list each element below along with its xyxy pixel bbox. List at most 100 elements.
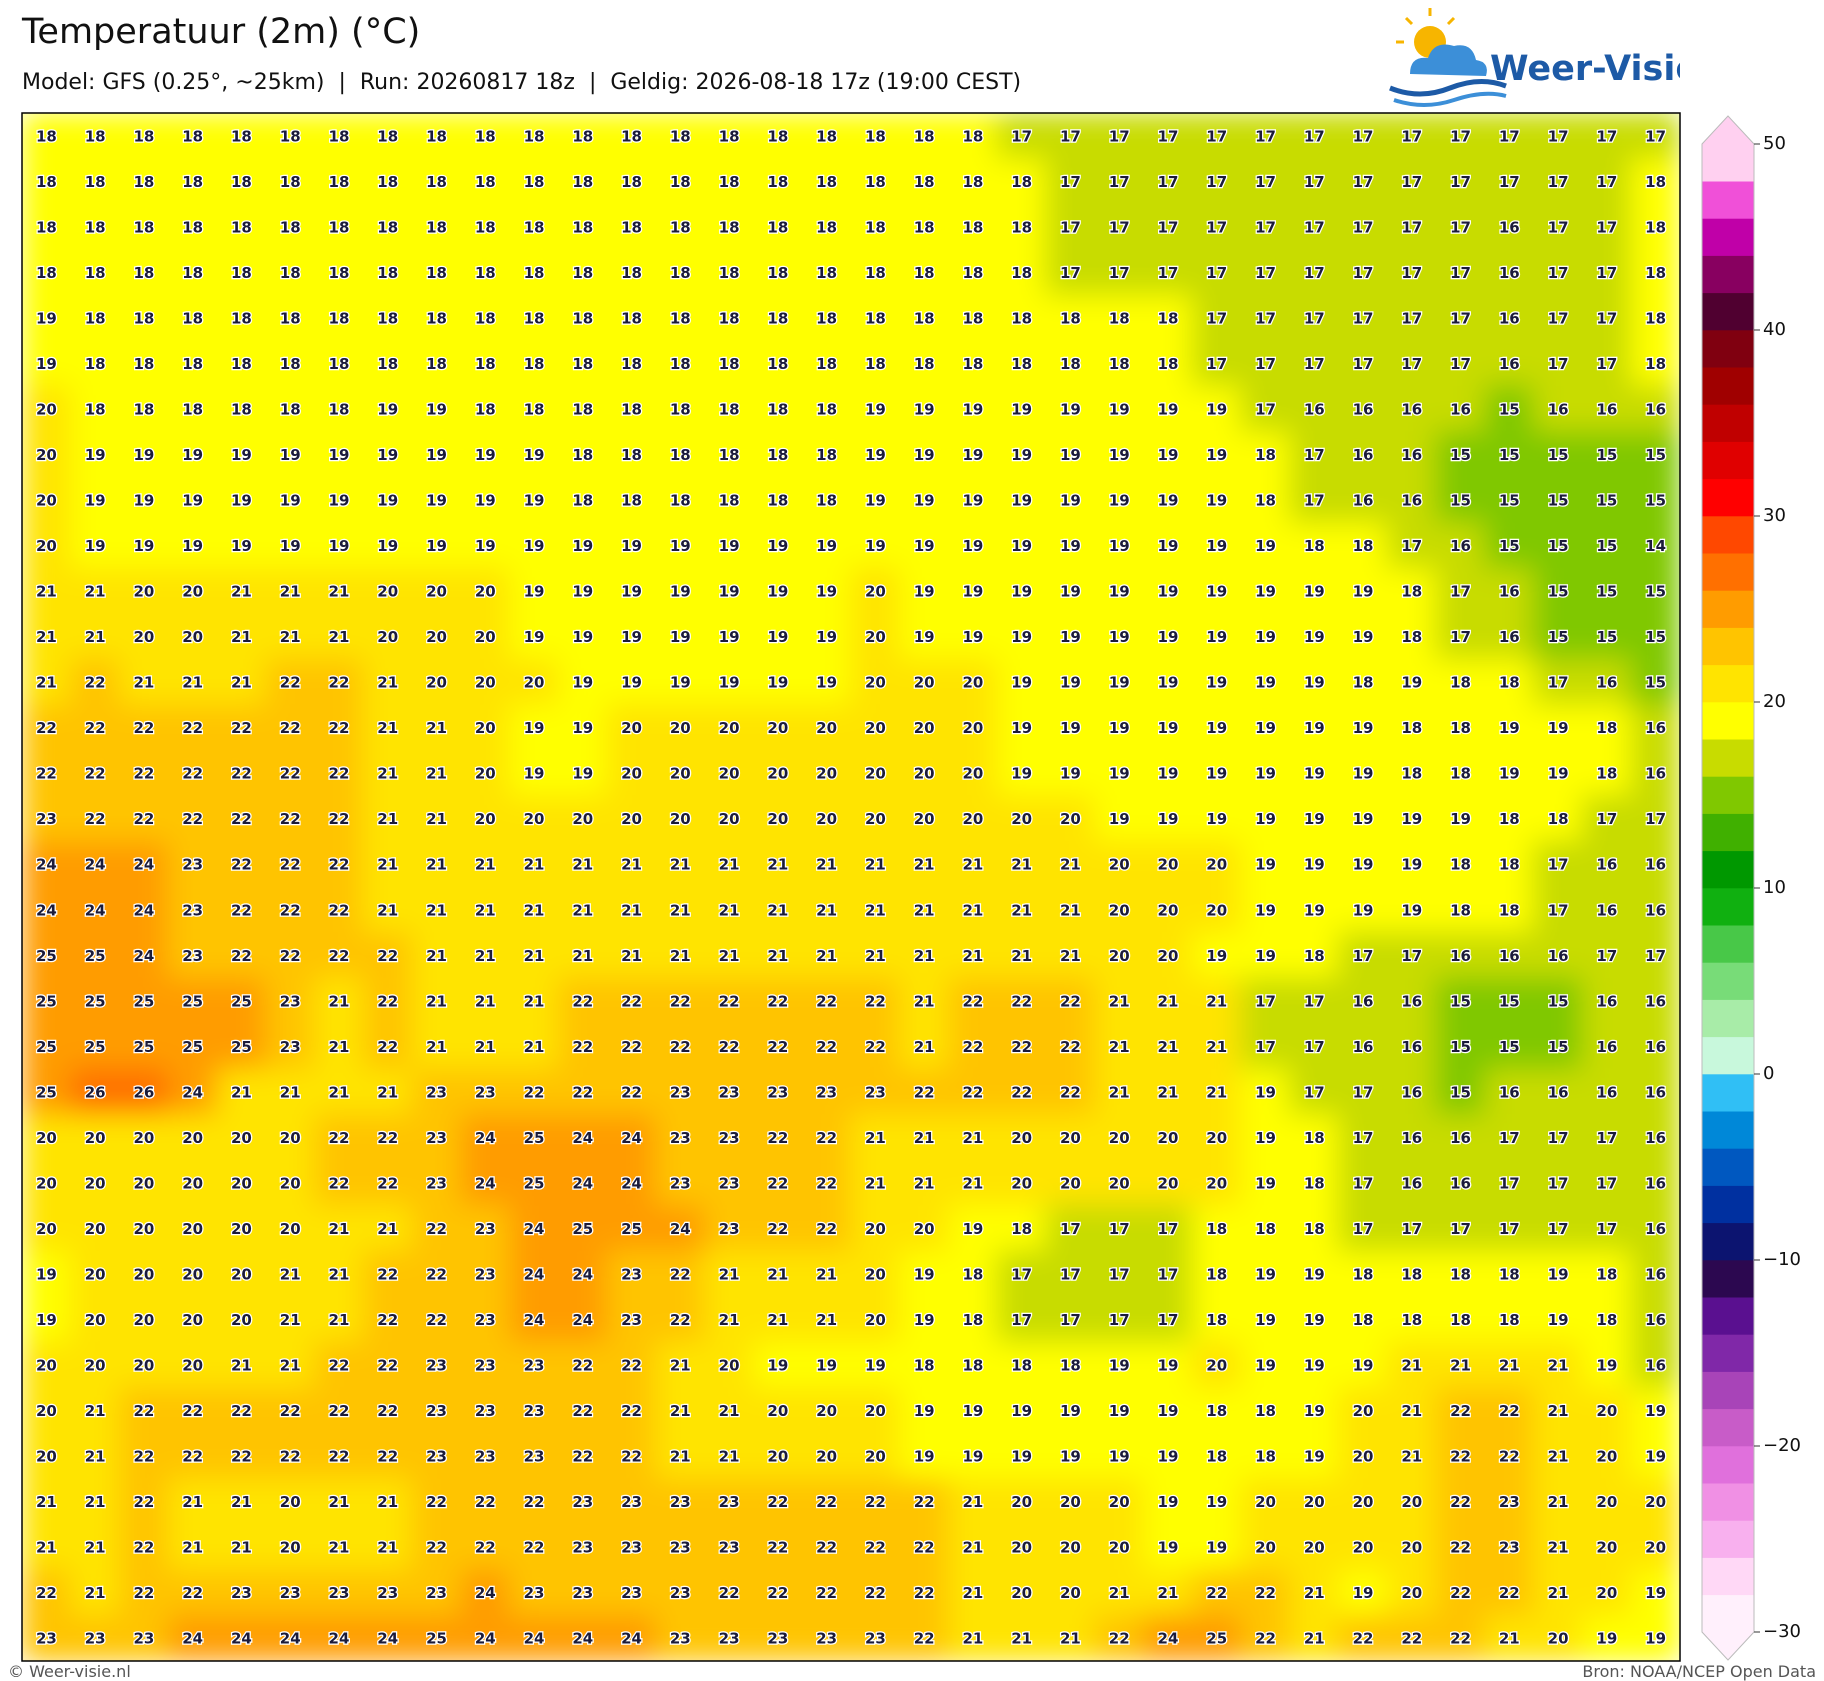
field-cell [509,658,559,706]
cell-value: 19 [1060,628,1081,646]
cell-value: 20 [1109,1539,1130,1557]
cell-value: 15 [1548,492,1569,510]
cell-value: 16 [1401,1174,1422,1192]
field-cell [314,704,364,751]
cell-value: 18 [426,173,447,191]
field-cell [1581,1614,1632,1661]
cell-value: 22 [865,1493,886,1511]
field-cell [1484,1068,1535,1116]
field-cell [1484,1159,1535,1207]
cell-value: 19 [377,492,398,510]
cell-value: 21 [280,1083,301,1101]
field-cell [362,886,413,934]
cell-value: 18 [816,127,837,145]
field-cell [1630,704,1680,751]
cell-value: 18 [231,309,252,327]
cell-value: 23 [475,1311,496,1329]
cell-value: 19 [962,628,983,646]
field-cell [314,294,364,342]
field-cell [1630,977,1680,1025]
cell-value: 24 [36,856,57,874]
cell-value: 22 [329,1129,350,1147]
field-cell [655,1205,706,1252]
cell-value: 22 [85,719,106,737]
field-cell [509,1614,559,1661]
field-cell [460,1205,511,1252]
field-cell [1581,749,1632,797]
field-cell [1240,613,1291,660]
field-cell [801,1341,852,1389]
cell-value: 18 [329,400,350,418]
field-cell [1289,658,1340,706]
field-cell [655,113,706,160]
cell-value: 18 [1304,537,1325,555]
cell-value: 18 [767,355,788,373]
cell-value: 17 [1060,127,1081,145]
field-cell [1094,113,1145,160]
field-cell [1630,476,1680,524]
field-cell [704,249,754,296]
cell-value: 21 [329,1083,350,1101]
field-cell [1581,1296,1632,1343]
field-cell [606,658,657,706]
cell-value: 19 [816,583,837,601]
field-cell [1435,1614,1486,1661]
field-cell [1094,749,1145,797]
field-cell [1338,1341,1388,1389]
cell-value: 21 [816,1266,837,1284]
cell-value: 21 [231,674,252,692]
cell-value: 20 [1109,1493,1130,1511]
field-cell [752,476,803,524]
colorbar-band [1702,1110,1754,1149]
field-cell [1386,567,1437,615]
cell-value: 15 [1596,628,1617,646]
field-cell [704,158,754,205]
field-cell [1045,158,1096,205]
cell-value: 18 [231,355,252,373]
cell-value: 20 [1255,1539,1276,1557]
cell-value: 21 [1158,1083,1179,1101]
field-cell [1143,1114,1193,1161]
cell-value: 18 [1645,218,1666,236]
cell-value: 19 [182,492,203,510]
cell-value: 18 [914,218,935,236]
cell-value: 19 [1304,628,1325,646]
field-cell [1581,158,1632,205]
field-cell [899,886,950,934]
field-cell [801,1159,852,1207]
cell-value: 18 [914,355,935,373]
cell-value: 19 [1158,674,1179,692]
field-cell [1094,977,1145,1025]
field-cell [996,203,1047,251]
field-cell [704,1478,754,1525]
field-cell [752,385,803,433]
cell-value: 22 [816,1038,837,1056]
colorbar-band [1702,1296,1754,1335]
cell-value: 24 [329,1630,350,1648]
field-cell [1533,1023,1583,1070]
field-cell [167,613,218,660]
cell-value: 23 [475,1402,496,1420]
map-frame [21,112,1681,1662]
field-cell [1435,886,1486,934]
cell-value: 16 [1401,446,1422,464]
field-cell [557,158,608,205]
cell-value: 20 [524,674,545,692]
field-cell [22,567,72,615]
cell-value: 20 [231,1311,252,1329]
cell-value: 21 [1450,1357,1471,1375]
field-cell [167,1478,218,1525]
field-cell [557,658,608,706]
cell-value: 22 [85,810,106,828]
field-cell [1338,1614,1388,1661]
cell-value: 17 [1548,901,1569,919]
field-cell [1630,1296,1680,1343]
field-cell [1484,249,1535,296]
field-cell [557,886,608,934]
field-cell [1143,1023,1193,1070]
cell-value: 18 [85,400,106,418]
field-cell [1191,1387,1242,1434]
field-cell [1386,1432,1437,1480]
cell-value: 21 [1158,992,1179,1010]
cell-value: 21 [1060,901,1081,919]
